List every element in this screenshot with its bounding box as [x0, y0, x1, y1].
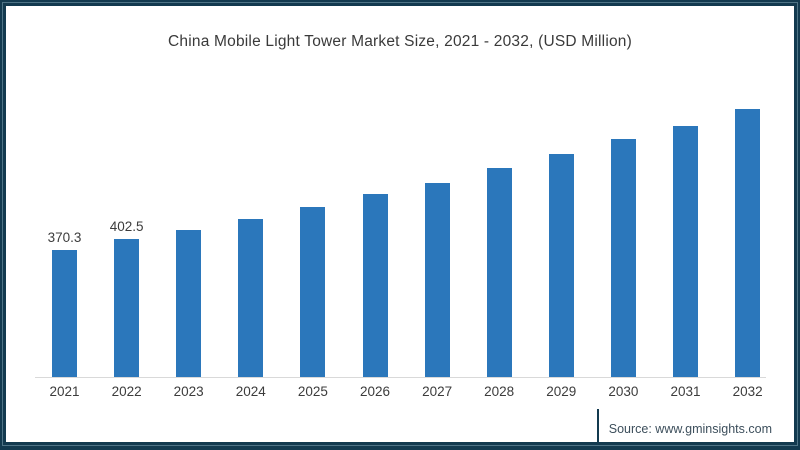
bar-2030: [610, 139, 636, 377]
bar-2026: [362, 194, 388, 377]
x-tick-label-2021: 2021: [49, 384, 80, 399]
x-tick-label-2026: 2026: [359, 384, 391, 399]
source-label: Source: www.gminsights.com: [608, 422, 772, 436]
bar-2022: [114, 239, 140, 377]
bar-2028: [486, 168, 512, 377]
bar-2032: [735, 109, 761, 377]
bar-value-label-2022: 402.5: [109, 219, 144, 234]
x-tick-label-2030: 2030: [608, 384, 639, 399]
x-tick-label-2023: 2023: [173, 384, 204, 399]
bar-2027: [424, 183, 450, 377]
chart-title: China Mobile Light Tower Market Size, 20…: [168, 33, 632, 50]
x-tick-label-2031: 2031: [670, 384, 701, 399]
x-tick-label-2027: 2027: [422, 384, 453, 399]
bar-2029: [548, 154, 574, 377]
bar-2023: [176, 230, 202, 377]
bar-2024: [238, 219, 264, 377]
bar-2021: [52, 250, 77, 377]
x-tick-label-2025: 2025: [297, 384, 328, 399]
x-tick-label-2029: 2029: [546, 384, 577, 399]
source-box: Source: www.gminsights.com: [596, 409, 772, 442]
bar-value-label-2021: 370.3: [47, 230, 82, 245]
x-axis-line: [35, 377, 766, 378]
x-tick-label-2028: 2028: [484, 384, 515, 399]
x-tick-label-2032: 2032: [732, 384, 763, 399]
bar-2031: [673, 126, 698, 377]
bar-2025: [300, 207, 326, 377]
x-tick-label-2022: 2022: [111, 384, 142, 399]
x-tick-label-2024: 2024: [235, 384, 266, 399]
